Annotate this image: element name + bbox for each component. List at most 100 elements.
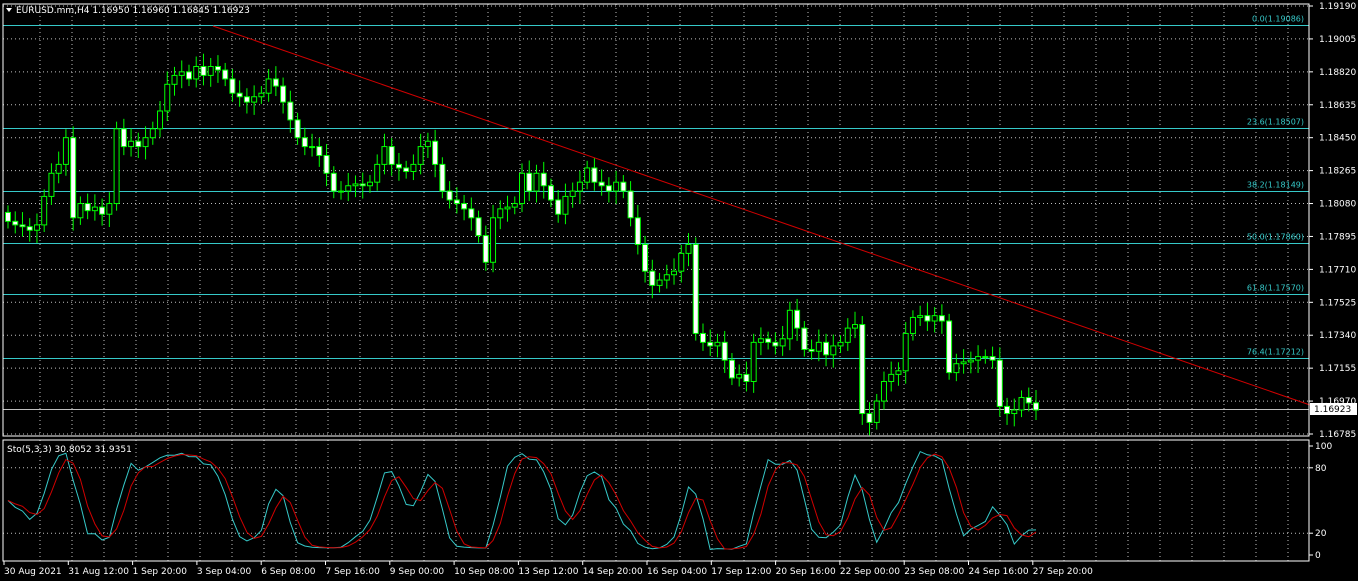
candle-body-down — [699, 332, 706, 343]
candle-body-up — [309, 146, 316, 149]
candle-body-up — [352, 183, 359, 187]
candle-body-down — [359, 183, 366, 187]
candle-body-down — [620, 181, 627, 192]
candle-body-up — [149, 128, 156, 139]
current-price-box — [1310, 403, 1357, 415]
candle-body-up — [873, 400, 880, 423]
candle-body-up — [374, 163, 381, 183]
stoch-lines — [7, 450, 1037, 551]
candle-body-down — [280, 85, 287, 103]
stoch-tick-label: 20 — [1315, 529, 1327, 539]
candle-body-down — [12, 220, 19, 226]
time-tick-label: 30 Aug 2021 — [4, 567, 62, 577]
candle-body-down — [439, 163, 446, 192]
time-tick-label: 14 Sep 20:00 — [583, 567, 643, 577]
candle-body-up — [207, 66, 214, 76]
current-price-badge: 1.16923 — [1310, 403, 1357, 415]
candle-body-up — [178, 71, 185, 76]
candle-body-up — [967, 359, 974, 363]
stoch-tick-label: 0 — [1315, 551, 1321, 561]
price-tick-label: 1.18820 — [1319, 68, 1356, 78]
candle-body-down — [482, 235, 489, 263]
candle-body-up — [381, 146, 388, 165]
candle-body-down — [591, 167, 598, 183]
fib-label: 50.0(1.17860) — [1247, 233, 1304, 242]
candle-body-up — [345, 185, 352, 192]
candle-body-down — [794, 309, 801, 329]
candle-body-down — [135, 140, 142, 148]
candle-body-down — [996, 359, 1003, 407]
candle-body-up — [917, 315, 924, 318]
candle-body-up — [714, 341, 721, 347]
candle-body-down — [605, 185, 612, 192]
candle-body-up — [62, 137, 69, 165]
stoch-tick-label: 100 — [1315, 442, 1332, 452]
candle-body-down — [120, 128, 127, 148]
candle-body-up — [562, 195, 569, 215]
price-tick-label: 1.17895 — [1319, 232, 1356, 242]
price-tick-label: 1.16970 — [1319, 397, 1356, 407]
main-grid — [3, 4, 1309, 436]
candle-body-up — [55, 163, 62, 174]
triangle-down-icon[interactable] — [6, 8, 12, 12]
candle-body-up — [265, 78, 272, 94]
candle-body-down — [859, 324, 866, 415]
price-tick-label: 1.17525 — [1319, 298, 1356, 308]
candle-body-down — [627, 190, 634, 219]
stoch-grid — [3, 440, 1309, 561]
time-tick-label: 13 Sep 12:00 — [518, 567, 578, 577]
candle-body-up — [417, 146, 424, 165]
candle-body-down — [330, 172, 337, 192]
candle-body-up — [982, 356, 989, 359]
candle-body-down — [222, 69, 229, 80]
candle-body-up — [424, 140, 431, 148]
candle-body-up — [504, 206, 511, 210]
candle-body-up — [1018, 397, 1025, 411]
candle-body-down — [229, 78, 236, 94]
fib-label: 0.0(1.19086) — [1252, 15, 1304, 24]
candle-body-down — [432, 140, 439, 165]
candle-body-up — [569, 190, 576, 197]
fib-label: 38.2(1.18149) — [1247, 181, 1304, 190]
time-tick-label: 3 Sep 04:00 — [197, 567, 252, 577]
candle-body-up — [366, 181, 373, 187]
candle-body-down — [866, 413, 873, 423]
candle-body-up — [685, 243, 692, 254]
candle-body-down — [388, 146, 395, 165]
candle-body-up — [960, 361, 967, 365]
candle-body-down — [26, 226, 33, 231]
price-tick-label: 1.18080 — [1319, 200, 1356, 210]
candle-body-down — [765, 338, 772, 343]
candle-body-up — [511, 203, 518, 208]
time-tick-label: 17 Sep 12:00 — [711, 567, 771, 577]
time-tick-label: 10 Sep 08:00 — [454, 567, 514, 577]
candle-body-up — [613, 181, 620, 192]
candles — [5, 53, 1039, 436]
candle-body-down — [475, 217, 482, 237]
candle-body-down — [301, 137, 308, 148]
header-label: EURUSD.mm,H4 1.16950 1.16960 1.16845 1.1… — [6, 6, 250, 16]
candle-body-up — [77, 203, 84, 219]
candle-body-down — [1025, 397, 1032, 404]
candle-body-down — [236, 92, 243, 98]
candle-body-down — [99, 206, 106, 215]
candle-body-down — [692, 243, 699, 334]
candle-body-down — [323, 154, 330, 174]
price-tick-label: 1.18635 — [1319, 101, 1356, 111]
time-tick-label: 1 Sep 20:00 — [133, 567, 188, 577]
candle-body-up — [975, 356, 982, 361]
main-pane-border — [2, 3, 1310, 437]
time-tick-label: 31 Aug 12:00 — [68, 567, 129, 577]
candle-body-down — [989, 356, 996, 361]
candle-body-up — [852, 324, 859, 329]
candle-body-up — [171, 74, 178, 85]
candle-body-up — [736, 373, 743, 379]
price-tick-label: 1.18450 — [1319, 134, 1356, 144]
stoch-main-line — [7, 450, 1037, 551]
candle-body-down — [707, 341, 714, 347]
time-tick-label: 9 Sep 00:00 — [390, 567, 445, 577]
candle-body-down — [1004, 405, 1011, 415]
candle-body-up — [909, 316, 916, 334]
candle-body-down — [294, 119, 301, 139]
